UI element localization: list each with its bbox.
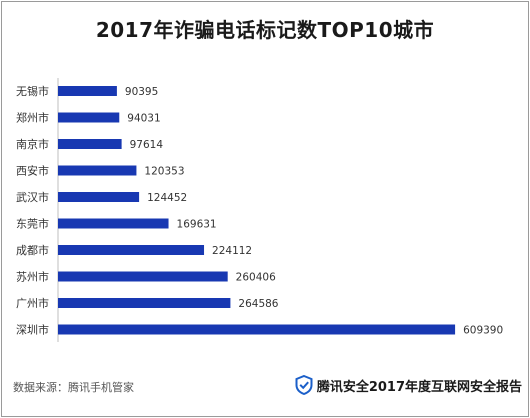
value-label: 124452 xyxy=(147,192,187,204)
chart-title: 2017年诈骗电话标记数TOP10城市 xyxy=(95,18,435,42)
report-brand: 腾讯安全2017年度互联网安全报告 xyxy=(295,374,522,396)
brand-text: 腾讯安全2017年度互联网安全报告 xyxy=(316,379,522,395)
value-label: 609390 xyxy=(463,325,503,337)
value-label: 120353 xyxy=(144,166,184,178)
value-label: 169631 xyxy=(177,219,217,231)
category-label: 苏州市 xyxy=(16,270,49,284)
bar xyxy=(58,218,169,229)
value-label: 94031 xyxy=(127,113,160,125)
category-label: 深圳市 xyxy=(16,323,49,337)
category-label: 南京市 xyxy=(16,137,49,151)
category-label: 西安市 xyxy=(16,164,49,178)
bar xyxy=(58,139,122,149)
bar xyxy=(58,165,137,176)
bar xyxy=(58,192,140,202)
value-label: 97614 xyxy=(130,139,164,151)
category-label: 东莞市 xyxy=(16,217,49,231)
category-label: 广州市 xyxy=(16,296,49,310)
bar xyxy=(58,298,231,308)
category-label: 武汉市 xyxy=(16,190,49,204)
bar xyxy=(58,271,228,282)
value-label: 224112 xyxy=(212,245,252,257)
bar xyxy=(58,112,120,123)
bar xyxy=(58,245,205,255)
category-label: 无锡市 xyxy=(16,84,49,98)
category-label: 郑州市 xyxy=(16,111,49,125)
bar xyxy=(58,86,117,96)
category-label: 成都市 xyxy=(16,243,49,257)
shield-icon xyxy=(295,375,313,395)
value-label: 264586 xyxy=(238,298,278,310)
value-label: 90395 xyxy=(125,86,158,98)
data-source-note: 数据来源：腾讯手机管家 xyxy=(13,381,134,394)
value-label: 260406 xyxy=(236,272,276,284)
bar xyxy=(58,324,456,335)
